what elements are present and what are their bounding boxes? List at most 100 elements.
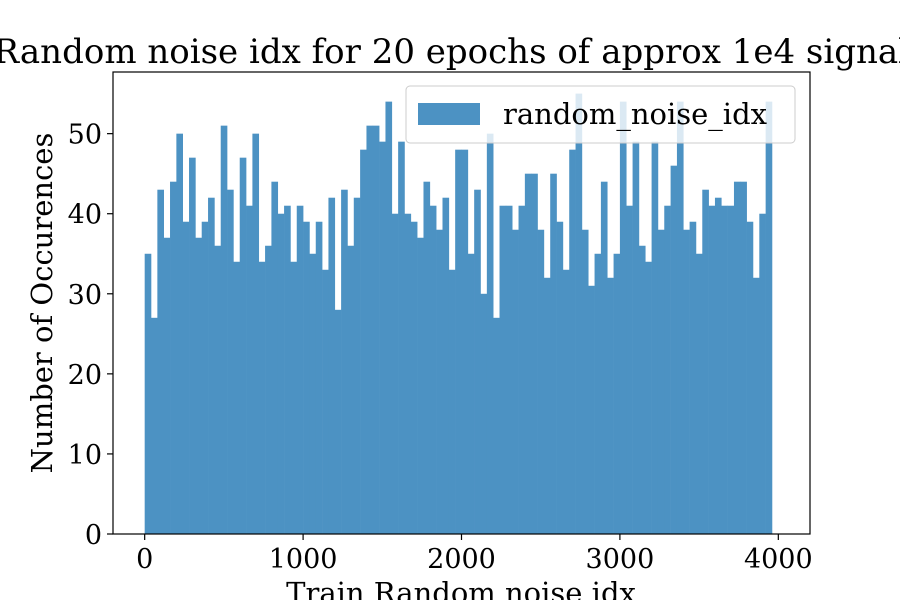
histogram-bar bbox=[448, 269, 456, 534]
histogram-bar bbox=[182, 221, 190, 535]
histogram-bar bbox=[689, 221, 697, 535]
histogram-bar bbox=[157, 189, 164, 534]
x-axis-ticks: 0 1000 2000 3000 4000 bbox=[136, 534, 813, 575]
histogram-bar bbox=[632, 141, 640, 534]
histogram-bar bbox=[727, 205, 735, 535]
histogram-bar bbox=[695, 253, 703, 534]
histogram-bar bbox=[189, 157, 196, 534]
histogram-bar bbox=[455, 149, 462, 535]
histogram-bar bbox=[651, 141, 659, 534]
histogram-bar bbox=[721, 205, 728, 535]
histogram-bar bbox=[499, 205, 507, 535]
histogram-bar bbox=[714, 197, 722, 534]
x-tick-label: 1000 bbox=[269, 544, 338, 575]
histogram-bar bbox=[208, 197, 215, 534]
histogram-bar bbox=[550, 173, 557, 534]
histogram-bar bbox=[322, 269, 329, 534]
y-tick-label: 20 bbox=[68, 360, 102, 391]
histogram-bar bbox=[290, 261, 298, 534]
y-tick-label: 10 bbox=[68, 440, 102, 471]
histogram-bar bbox=[505, 205, 513, 535]
histogram-bar bbox=[537, 229, 545, 534]
histogram-bar bbox=[366, 125, 374, 534]
histogram-bar bbox=[265, 245, 272, 534]
legend: random_noise_idx bbox=[405, 85, 796, 144]
histogram-bar bbox=[410, 221, 418, 535]
histogram-bar bbox=[163, 237, 171, 534]
histogram-bar bbox=[328, 197, 336, 534]
histogram-bar bbox=[480, 293, 488, 534]
y-axis-label: Number of Occurences bbox=[25, 133, 59, 474]
histogram-bar bbox=[284, 205, 291, 535]
histogram-bar bbox=[341, 189, 348, 534]
histogram-bar bbox=[151, 317, 158, 534]
histogram-bar bbox=[417, 237, 424, 534]
histogram-bar bbox=[752, 277, 760, 534]
histogram-bar bbox=[638, 245, 646, 534]
histogram-bar bbox=[645, 261, 652, 534]
y-axis-ticks: 0 10 20 30 40 50 bbox=[68, 120, 113, 551]
y-tick-label: 40 bbox=[68, 200, 102, 231]
histogram-bar bbox=[626, 205, 633, 535]
histogram-bar bbox=[404, 213, 412, 534]
histogram-bar bbox=[176, 133, 183, 534]
histogram-bar bbox=[518, 205, 526, 535]
histogram-bar bbox=[556, 221, 564, 535]
histogram-bar bbox=[619, 101, 627, 535]
histogram-bar bbox=[765, 101, 773, 535]
histogram-bar bbox=[613, 253, 621, 534]
histogram-bar bbox=[372, 125, 380, 534]
x-axis-label: Train Random noise idx bbox=[286, 576, 636, 600]
histogram-bar bbox=[220, 125, 228, 534]
histogram-bar bbox=[512, 229, 519, 534]
histogram-bar bbox=[195, 237, 203, 534]
histogram-bar bbox=[531, 173, 538, 534]
histogram-bar bbox=[461, 149, 469, 535]
histogram-bar bbox=[277, 213, 285, 534]
histogram-bar bbox=[436, 229, 443, 534]
histogram-bar bbox=[657, 229, 665, 534]
x-tick-label: 2000 bbox=[427, 544, 496, 575]
histogram-bar bbox=[144, 253, 152, 534]
x-tick-label: 4000 bbox=[744, 544, 813, 575]
histogram-bar bbox=[486, 133, 494, 534]
histogram-bar bbox=[391, 213, 399, 534]
histogram-bar bbox=[562, 269, 570, 534]
histogram-bar bbox=[588, 285, 595, 534]
histogram-bar bbox=[569, 149, 576, 535]
legend-box bbox=[405, 85, 796, 144]
histogram-bar bbox=[664, 205, 671, 535]
histogram-bar bbox=[303, 221, 310, 535]
histogram-bar bbox=[379, 141, 386, 534]
histogram-bar bbox=[214, 245, 222, 534]
histogram-bar bbox=[353, 197, 361, 534]
histogram-bar bbox=[676, 101, 684, 535]
histogram-bar bbox=[708, 205, 716, 535]
chart-title: Random noise idx for 20 epochs of approx… bbox=[0, 32, 900, 72]
histogram-bar bbox=[581, 229, 589, 534]
histogram-bar bbox=[315, 221, 323, 535]
histogram-bar bbox=[594, 253, 602, 534]
histogram-bar bbox=[524, 173, 532, 534]
histogram-bar bbox=[543, 277, 551, 534]
histogram-bar bbox=[702, 189, 709, 534]
histogram-bar bbox=[385, 101, 393, 535]
legend-label: random_noise_idx bbox=[503, 97, 767, 132]
histogram-bar bbox=[271, 181, 279, 534]
histogram-bar bbox=[246, 205, 253, 535]
histogram-bar bbox=[683, 229, 690, 534]
histogram-bar bbox=[334, 309, 342, 534]
y-tick-label: 50 bbox=[68, 120, 102, 151]
histogram-bar bbox=[423, 181, 431, 534]
histogram-bar bbox=[493, 317, 500, 534]
histogram-bar bbox=[398, 141, 405, 534]
histogram-bar bbox=[442, 197, 450, 534]
histogram-bar bbox=[296, 205, 304, 535]
y-tick-label: 0 bbox=[85, 520, 102, 551]
x-tick-label: 0 bbox=[136, 544, 153, 575]
histogram-bar bbox=[474, 189, 481, 534]
histogram-bar bbox=[746, 221, 754, 535]
histogram-bar bbox=[600, 181, 608, 534]
histogram-bars bbox=[144, 93, 773, 535]
